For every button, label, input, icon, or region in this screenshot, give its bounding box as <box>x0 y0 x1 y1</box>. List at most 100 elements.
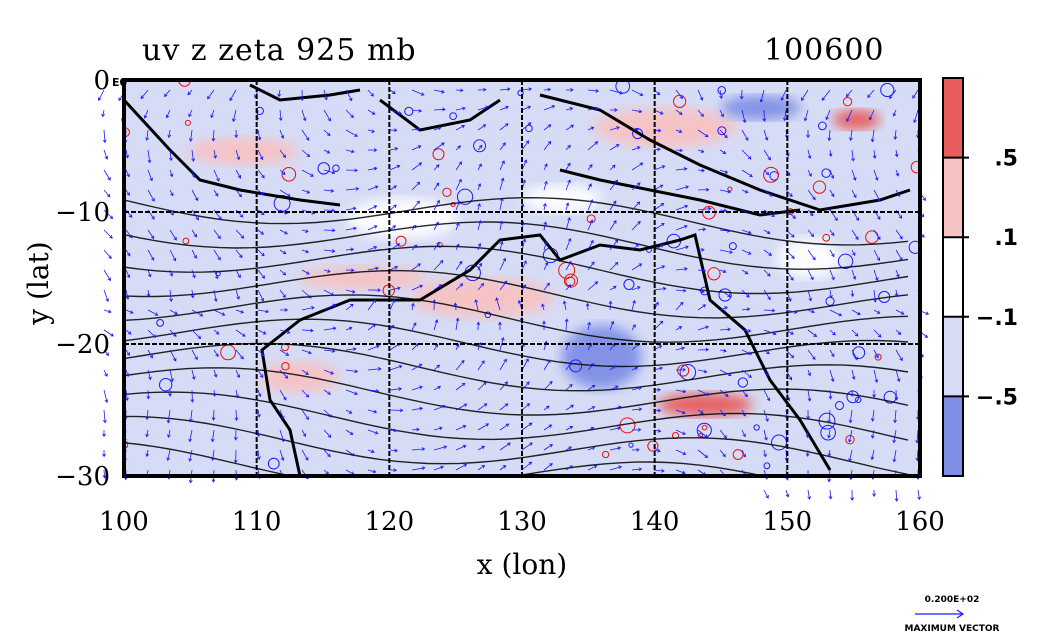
wind-vector <box>543 282 550 291</box>
wind-vector <box>697 389 710 396</box>
wind-vector <box>235 149 241 161</box>
vorticity-contour-cell <box>728 242 737 251</box>
wind-vector <box>191 329 202 340</box>
wind-vector <box>301 369 309 375</box>
wind-vector <box>543 163 548 171</box>
vorticity-contour-cell <box>184 119 191 126</box>
wind-vector <box>543 444 554 451</box>
vector-key: 0.200E+02 MAXIMUM VECTOR <box>904 595 999 634</box>
wind-vector <box>323 249 336 253</box>
wind-vector <box>543 261 549 271</box>
wind-vector <box>521 381 530 391</box>
vorticity-contour-cell <box>834 401 845 411</box>
wind-vector <box>125 189 130 196</box>
wind-vector <box>543 424 553 431</box>
wind-vector <box>367 288 382 293</box>
vorticity-contour-cell <box>563 273 579 288</box>
wind-vector <box>827 129 832 142</box>
wind-vector <box>477 163 482 171</box>
wind-vector <box>675 346 685 351</box>
wind-vector <box>367 389 380 393</box>
wind-vector <box>763 449 767 458</box>
wind-vector <box>829 249 835 258</box>
vorticity-contour-cell <box>158 377 173 392</box>
wind-vector <box>345 326 353 331</box>
wind-vector <box>433 284 443 291</box>
wind-vector <box>98 89 105 101</box>
vorticity-contour-cell <box>449 112 458 121</box>
wind-vector <box>345 369 359 374</box>
wind-vector <box>169 349 177 362</box>
wind-vector <box>367 324 377 331</box>
wind-vector <box>207 89 215 100</box>
wind-vector <box>301 328 314 333</box>
wind-vector <box>870 129 875 143</box>
wind-vector <box>741 289 750 298</box>
wind-vector <box>211 449 215 462</box>
wind-vector <box>212 389 217 397</box>
y-tick-label: −20 <box>55 330 110 360</box>
wind-vector <box>763 229 771 234</box>
x-tick-label: 140 <box>630 507 680 537</box>
plot-area <box>98 78 930 502</box>
wind-vector <box>912 89 919 99</box>
vorticity-blob <box>346 198 459 239</box>
wind-vector <box>345 409 353 414</box>
wind-vector <box>719 109 724 118</box>
wind-vector <box>389 324 395 331</box>
wind-vector <box>609 144 620 151</box>
vorticity-contour-cell <box>718 288 732 302</box>
wind-vector <box>741 269 749 275</box>
wind-vector <box>166 449 171 462</box>
wind-vector <box>433 199 440 211</box>
wind-vector <box>697 289 705 294</box>
wind-vector <box>763 269 771 277</box>
wind-vector <box>631 447 640 452</box>
wind-vector <box>257 289 264 302</box>
wind-vector <box>851 269 857 280</box>
wind-vector <box>301 129 310 141</box>
wind-vector <box>565 284 572 291</box>
wind-vector <box>806 130 810 139</box>
wind-vector <box>719 189 732 194</box>
wind-vector <box>188 429 193 443</box>
wind-vector <box>103 309 112 314</box>
wind-vector <box>697 129 709 138</box>
vorticity-contour-cell <box>818 121 827 131</box>
wind-vector <box>873 269 879 282</box>
wind-vector <box>587 88 600 93</box>
wind-vector <box>477 124 487 131</box>
wind-vector <box>851 249 856 256</box>
wind-vector <box>301 149 311 158</box>
vorticity-blob <box>259 361 339 393</box>
wind-vector <box>323 326 337 331</box>
wind-vector <box>455 222 460 231</box>
wind-vector <box>825 109 831 121</box>
wind-vector <box>631 467 643 472</box>
x-tick-label: 130 <box>497 507 547 537</box>
wind-vector <box>499 336 505 351</box>
coastline <box>249 83 361 102</box>
wind-vector <box>345 168 358 173</box>
wind-vector <box>631 407 643 412</box>
colorbar-label: −.1 <box>976 306 1018 331</box>
wind-vector <box>803 109 809 122</box>
wind-vector <box>213 189 219 197</box>
wind-vector <box>499 123 509 131</box>
wind-vector <box>763 149 771 161</box>
wind-vector <box>587 239 594 251</box>
vorticity-contour-cell <box>517 89 524 97</box>
wind-vector <box>257 269 265 279</box>
wind-vector <box>257 249 265 257</box>
wind-vector <box>785 489 790 498</box>
wind-vector <box>345 347 357 351</box>
wind-vector <box>846 109 853 123</box>
wind-vector <box>697 227 707 232</box>
chart-title: uv z zeta 925 mb <box>142 33 417 68</box>
wind-vector <box>102 409 107 424</box>
vorticity-contour-cell <box>442 187 452 197</box>
wind-vector <box>851 229 859 241</box>
wind-vector <box>103 349 110 357</box>
wind-vector <box>323 303 337 311</box>
wind-vector <box>213 289 218 303</box>
